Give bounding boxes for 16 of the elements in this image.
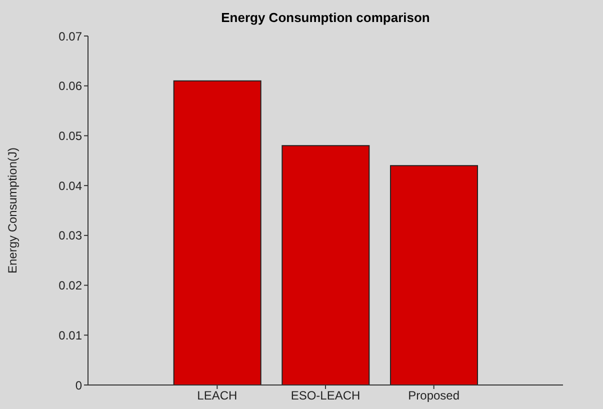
y-tick-label: 0.01	[58, 328, 82, 342]
x-tick-label: LEACH	[197, 388, 238, 403]
y-axis-title: Energy Consumption(J)	[5, 147, 20, 274]
y-tick-label: 0	[75, 378, 82, 392]
x-tick-label: ESO-LEACH	[290, 388, 360, 403]
x-tick-label: Proposed	[408, 388, 460, 403]
y-tick-label: 0.03	[58, 228, 82, 243]
y-tick-label: 0.05	[58, 128, 82, 143]
bar	[390, 165, 478, 385]
y-tick-label: 0.06	[58, 79, 82, 94]
bar	[282, 145, 370, 385]
chart-title: Energy Consumption comparison	[220, 10, 431, 25]
y-tick-label: 0.04	[58, 178, 82, 193]
y-tick-label: 0.07	[58, 29, 82, 44]
y-tick-label: 0.02	[58, 278, 82, 293]
bar	[173, 80, 262, 385]
